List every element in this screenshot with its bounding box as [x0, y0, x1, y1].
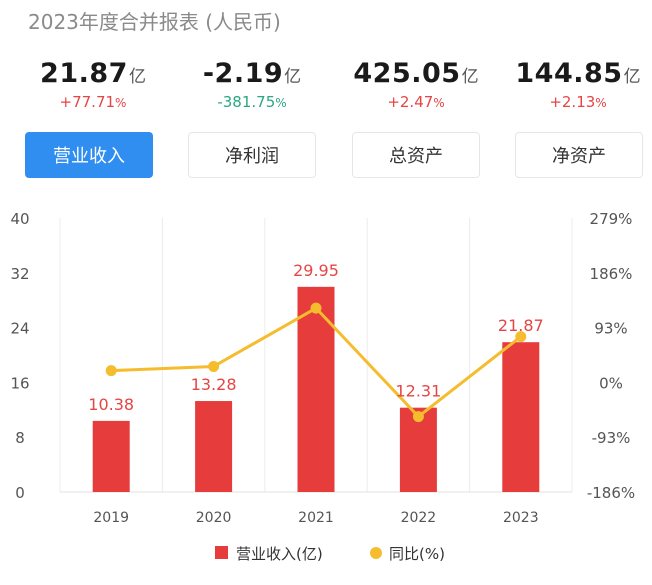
- y-tick-label-left: 32: [10, 265, 29, 283]
- metric-tabs: 营业收入 净利润 总资产 净资产: [0, 132, 652, 180]
- yoy-point: [105, 365, 117, 377]
- metrics-row: 21.87亿 +77.71% -2.19亿 -381.75% 425.05亿 +…: [0, 58, 652, 128]
- bar: [502, 342, 540, 492]
- y-tick-label-left: 8: [15, 429, 25, 447]
- data-label: 21.87: [498, 316, 544, 335]
- metric-revenue: 21.87亿 +77.71%: [13, 58, 173, 111]
- metric-unit: 亿: [461, 67, 479, 87]
- x-tick-label: 2023: [503, 510, 539, 526]
- metric-net-profit: -2.19亿 -381.75%: [172, 58, 332, 111]
- metric-unit: 亿: [128, 67, 146, 87]
- x-tick-label: 2020: [196, 510, 232, 526]
- tab-net-profit[interactable]: 净利润: [188, 132, 316, 178]
- data-label: 12.31: [395, 382, 441, 401]
- x-tick-label: 2021: [298, 510, 334, 526]
- bar: [92, 420, 130, 492]
- revenue-chart: 10.38 13.28 29.95 12.31 21.87 0 8 16 24 32 40 -186…: [10, 210, 635, 563]
- metric-net-assets: 144.85亿 +2.13%: [498, 58, 652, 111]
- x-tick-label: 2019: [93, 510, 129, 526]
- metric-unit: 亿: [623, 67, 641, 87]
- y-tick-label-left: 16: [10, 374, 29, 392]
- data-label: 10.38: [88, 395, 134, 414]
- metric-value: 21.87: [40, 58, 128, 89]
- tab-net-assets[interactable]: 净资产: [515, 132, 643, 178]
- metric-value: 425.05: [353, 58, 461, 89]
- yoy-point: [310, 302, 322, 314]
- tab-total-assets[interactable]: 总资产: [352, 132, 480, 178]
- y-tick-label-right: 186%: [590, 265, 633, 283]
- bar: [195, 401, 233, 492]
- metric-value: 144.85: [515, 58, 623, 89]
- yoy-point: [208, 360, 220, 372]
- metric-value: -2.19: [202, 58, 284, 89]
- tab-revenue[interactable]: 营业收入: [25, 132, 153, 178]
- y-tick-label-right: 279%: [590, 210, 633, 228]
- page-title: 2023年度合并报表 (人民币): [28, 10, 281, 34]
- data-label: 13.28: [191, 375, 237, 394]
- data-label: 29.95: [293, 261, 339, 280]
- metric-change: +77.71%: [59, 93, 127, 111]
- metric-unit: 亿: [284, 67, 302, 87]
- x-tick-label: 2022: [401, 510, 437, 526]
- y-tick-label-right: -186%: [587, 484, 635, 502]
- yoy-point: [412, 411, 424, 423]
- legend-label-yoy: 同比(%): [389, 545, 445, 563]
- legend-label-revenue: 营业收入(亿): [236, 545, 323, 563]
- yoy-point: [515, 331, 527, 343]
- metric-change: +2.13%: [549, 93, 607, 111]
- legend-swatch-yoy: [370, 547, 382, 559]
- bar: [297, 286, 335, 492]
- y-tick-label-right: -93%: [592, 429, 631, 447]
- metric-change: -381.75%: [217, 93, 287, 111]
- metric-total-assets: 425.05亿 +2.47%: [336, 58, 496, 111]
- y-tick-label-left: 0: [15, 484, 25, 502]
- y-tick-label-left: 40: [10, 210, 29, 228]
- metric-change: +2.47%: [387, 93, 445, 111]
- y-tick-label-left: 24: [10, 320, 29, 338]
- y-tick-label-right: 0%: [599, 374, 623, 392]
- y-tick-label-right: 93%: [594, 320, 627, 338]
- legend-swatch-revenue: [215, 546, 228, 559]
